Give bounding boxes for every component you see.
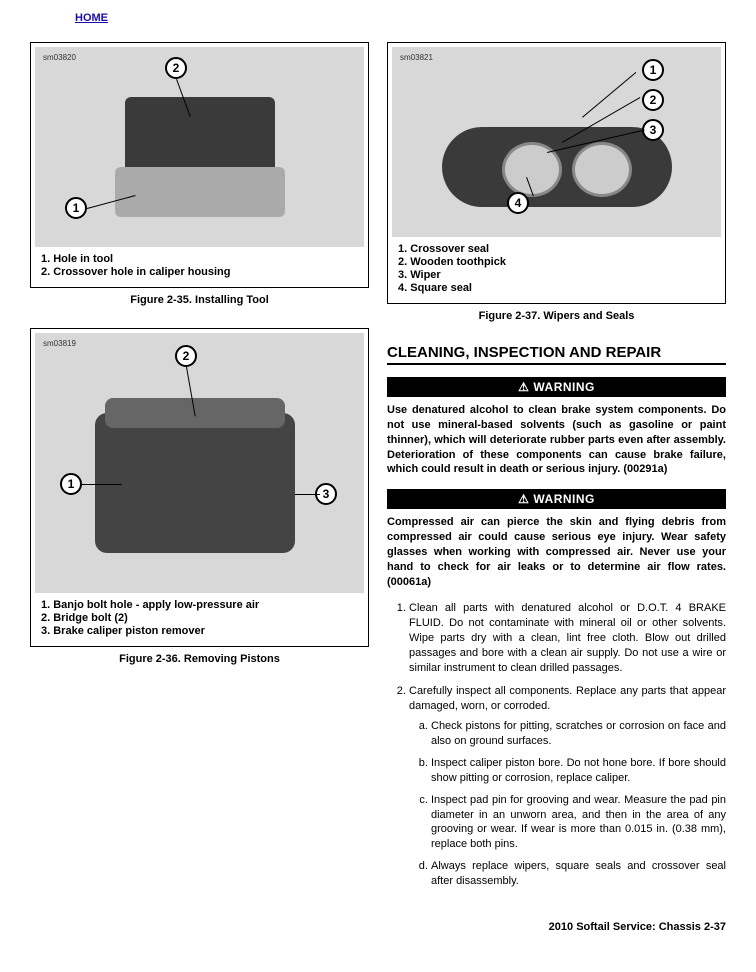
callout-3: 3 — [642, 119, 664, 141]
callout-2: 2 — [175, 345, 197, 367]
figure-36-image: sm03819 2 1 3 — [35, 333, 364, 593]
left-column: sm03820 2 1 1. Hole in tool 2. Crossover… — [30, 42, 369, 897]
section-heading: CLEANING, INSPECTION AND REPAIR — [387, 344, 726, 365]
figure-35-image: sm03820 2 1 — [35, 47, 364, 247]
callout-2: 2 — [642, 89, 664, 111]
step-2: Carefully inspect all components. Replac… — [409, 684, 726, 889]
callout-4: 4 — [507, 192, 529, 214]
callout-1: 1 — [642, 59, 664, 81]
right-column: sm03821 1 2 3 4 1. Crossover seal 2. Woo… — [387, 42, 726, 897]
figure-37-box: sm03821 1 2 3 4 1. Crossover seal 2. Woo… — [387, 42, 726, 304]
page-footer: 2010 Softail Service: Chassis 2-37 — [30, 921, 726, 933]
home-link[interactable]: HOME — [75, 12, 108, 24]
figure-37-image: sm03821 1 2 3 4 — [392, 47, 721, 237]
figure-37-legend: 1. Crossover seal 2. Wooden toothpick 3.… — [392, 237, 721, 299]
step-1: Clean all parts with denatured alcohol o… — [409, 601, 726, 675]
warning-text-2: Compressed air can pierce the skin and f… — [387, 515, 726, 589]
figure-36-caption: Figure 2-36. Removing Pistons — [30, 653, 369, 665]
figure-35-id: sm03820 — [43, 53, 76, 62]
substep-d: Always replace wipers, square seals and … — [431, 859, 726, 889]
figure-35-caption: Figure 2-35. Installing Tool — [30, 294, 369, 306]
callout-2: 2 — [165, 57, 187, 79]
procedure-steps: Clean all parts with denatured alcohol o… — [387, 601, 726, 888]
warning-label-2: WARNING — [387, 489, 726, 509]
callout-1: 1 — [65, 197, 87, 219]
callout-1: 1 — [60, 473, 82, 495]
warning-label-1: WARNING — [387, 377, 726, 397]
figure-37-caption: Figure 2-37. Wipers and Seals — [387, 310, 726, 322]
figure-36-box: sm03819 2 1 3 1. Banjo bolt hole - apply… — [30, 328, 369, 647]
substeps: Check pistons for pitting, scratches or … — [409, 719, 726, 888]
substep-c: Inspect pad pin for grooving and wear. M… — [431, 793, 726, 852]
figure-36-id: sm03819 — [43, 339, 76, 348]
substep-a: Check pistons for pitting, scratches or … — [431, 719, 726, 749]
figure-37-id: sm03821 — [400, 53, 433, 62]
substep-b: Inspect caliper piston bore. Do not hone… — [431, 756, 726, 786]
content-columns: sm03820 2 1 1. Hole in tool 2. Crossover… — [30, 42, 726, 897]
figure-35-box: sm03820 2 1 1. Hole in tool 2. Crossover… — [30, 42, 369, 288]
figure-35-legend: 1. Hole in tool 2. Crossover hole in cal… — [35, 247, 364, 283]
warning-text-1: Use denatured alcohol to clean brake sys… — [387, 403, 726, 477]
figure-36-legend: 1. Banjo bolt hole - apply low-pressure … — [35, 593, 364, 642]
